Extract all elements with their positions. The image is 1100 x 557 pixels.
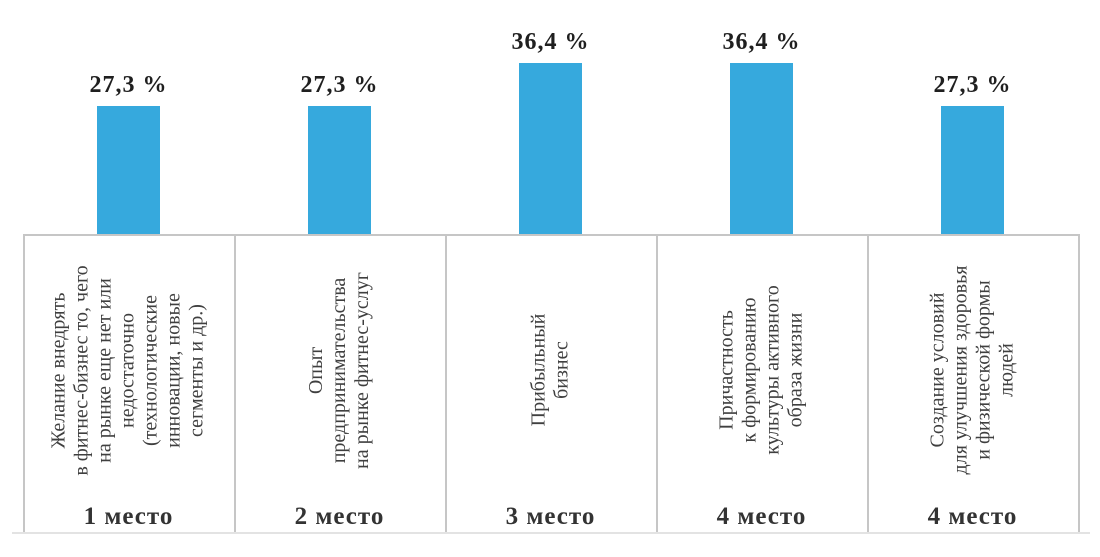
table-bottom-line (12, 532, 1090, 534)
rank-label: 3 место (505, 503, 596, 530)
bar-value-label: 36,4 % (722, 29, 801, 55)
category-axis-line (23, 234, 1080, 236)
column-separator-line (656, 234, 658, 532)
column-separator-line (867, 234, 869, 532)
column-separator-line (445, 234, 447, 532)
chart-column: 27,3 % Создание условий для улучшения здо… (867, 0, 1078, 557)
rank-label: 1 место (83, 503, 174, 530)
column-separator-line (234, 234, 236, 532)
bar-value-label: 27,3 % (933, 72, 1012, 98)
rank-label: 4 место (716, 503, 807, 530)
category-cell: Опыт предпринимательства на рынке фитнес… (234, 236, 445, 504)
category-cell: Создание условий для улучшения здоровья … (867, 236, 1078, 504)
category-label: Прибыльный бизнес (527, 313, 573, 427)
bar (97, 106, 160, 235)
category-label: Желание внедрять в фитнес-бизнес то, чег… (48, 264, 208, 476)
bar (941, 106, 1004, 235)
category-cell: Желание внедрять в фитнес-бизнес то, чег… (23, 236, 234, 504)
bar-value-label: 36,4 % (511, 29, 590, 55)
rank-label: 2 место (294, 503, 385, 530)
chart-column: 36,4 % Причастность к формированию культу… (656, 0, 867, 557)
bar (519, 63, 582, 235)
rank-label: 4 место (927, 503, 1018, 530)
category-cell: Прибыльный бизнес (445, 236, 656, 504)
bar (730, 63, 793, 235)
chart-column: 36,4 % Прибыльный бизнес 3 место (445, 0, 656, 557)
category-label: Создание условий для улучшения здоровья … (926, 265, 1018, 475)
chart-column: 27,3 % Желание внедрять в фитнес-бизнес т… (23, 0, 234, 557)
bar (308, 106, 371, 235)
bar-value-label: 27,3 % (89, 72, 168, 98)
column-separator-line (1078, 234, 1080, 532)
category-label: Опыт предпринимательства на рынке фитнес… (305, 271, 373, 469)
chart-column: 27,3 % Опыт предпринимательства на рынке … (234, 0, 445, 557)
column-separator-line (23, 234, 25, 532)
category-cell: Причастность к формированию культуры акт… (656, 236, 867, 504)
category-label: Причастность к формированию культуры акт… (715, 285, 807, 455)
bar-value-label: 27,3 % (300, 72, 379, 98)
